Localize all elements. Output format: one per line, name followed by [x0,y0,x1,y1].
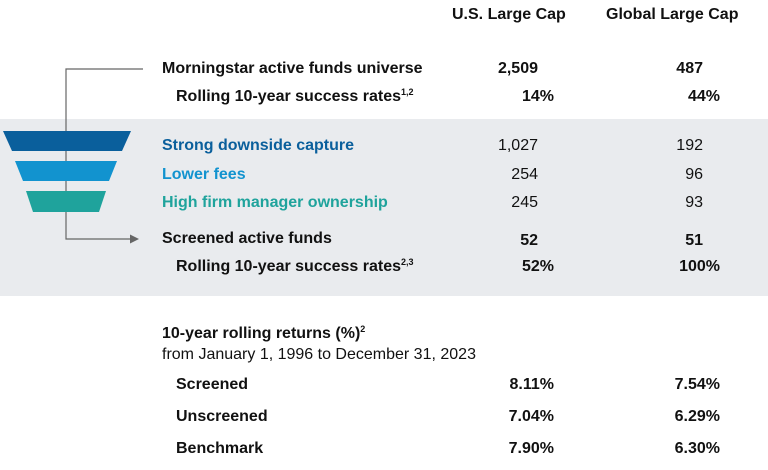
universe-success-label: Rolling 10-year success rates1,2 [176,88,414,106]
returns-row-label: Screened [176,376,249,393]
returns-row-global: 7.54% [674,376,720,393]
screened-label: Screened active funds [162,230,332,247]
screen-band [0,119,768,296]
returns-subtitle: from January 1, 1996 to December 31, 202… [162,346,476,363]
returns-row-us: 7.90% [508,440,554,457]
returns-row-us: 7.04% [508,408,554,425]
returns-title-footnote: 2 [360,324,366,334]
screened-success-global: 100% [679,258,720,275]
returns-row-label: Unscreened [176,408,268,425]
screen-label-downside: Strong downside capture [162,137,355,154]
universe-us-value: 2,509 [497,60,538,77]
screened-global-value: 51 [685,232,703,249]
funnel-tier-downside [3,131,131,151]
screened-success-text: Rolling 10-year success rates [176,258,402,275]
funnel-connector-line [65,68,143,240]
universe-success-footnote: 1,2 [401,87,414,97]
funnel-tier-ownership [26,191,106,212]
screened-success-footnote: 2,3 [401,257,414,267]
screened-success-us: 52% [521,258,554,275]
screen-downside-us: 1,027 [497,137,538,154]
arrow-head-icon [130,234,139,244]
returns-row-label: Benchmark [176,440,264,457]
returns-title-text: 10-year rolling returns (%) [162,325,361,342]
column-header-us: U.S. Large Cap [452,6,566,23]
screen-ownership-global: 93 [685,194,703,211]
column-header-global: Global Large Cap [606,6,739,23]
universe-success-global: 44% [687,88,720,105]
universe-success-us: 14% [521,88,554,105]
returns-row-us: 8.11% [509,376,554,393]
returns-row-global: 6.29% [674,408,720,425]
universe-label: Morningstar active funds universe [162,60,423,77]
screened-us-value: 52 [520,232,538,249]
screened-success-label: Rolling 10-year success rates2,3 [176,258,414,276]
screen-fees-global: 96 [685,166,703,183]
universe-global-value: 487 [676,60,703,77]
returns-title: 10-year rolling returns (%)2 [162,325,365,343]
returns-row-global: 6.30% [674,440,720,457]
funnel-tier-fees [15,161,117,181]
universe-success-text: Rolling 10-year success rates [176,88,402,105]
screen-label-fees: Lower fees [162,166,246,183]
screen-ownership-us: 245 [511,194,538,211]
screen-label-ownership: High firm manager ownership [162,194,388,211]
screen-fees-us: 254 [511,166,538,183]
screen-downside-global: 192 [676,137,703,154]
